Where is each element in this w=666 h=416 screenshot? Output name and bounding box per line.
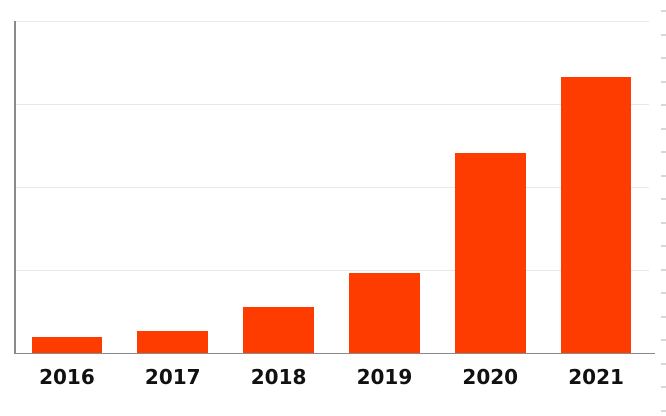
right-edge-tick — [661, 104, 666, 106]
x-axis-label: 2016 — [39, 365, 95, 389]
right-edge-tick — [661, 386, 666, 388]
right-edge-tick — [661, 198, 666, 200]
bar-2016 — [31, 337, 103, 353]
gridline — [14, 103, 649, 105]
bar-2021 — [560, 76, 632, 353]
bar-2019 — [349, 273, 420, 353]
right-edge-tick — [661, 268, 666, 271]
right-edge-tick — [661, 10, 666, 12]
right-edge-tick — [661, 339, 666, 341]
bar-2020 — [454, 152, 526, 353]
right-edge-tick — [661, 315, 666, 318]
x-axis-label: 2019 — [356, 365, 413, 389]
right-edge-tick — [661, 127, 666, 130]
right-edge-tick — [661, 80, 666, 83]
gridline — [14, 20, 649, 22]
bar-2017 — [137, 331, 209, 353]
right-edge-tick — [661, 151, 666, 153]
right-edge-tick — [661, 33, 666, 36]
right-edge-tick — [661, 362, 666, 365]
y-axis-line — [14, 21, 16, 353]
x-axis-line — [14, 352, 655, 354]
right-edge-tick — [661, 57, 666, 59]
gridline — [14, 186, 649, 188]
x-axis-label: 2021 — [568, 365, 624, 389]
right-edge-tick — [661, 221, 666, 224]
x-axis-label: 2020 — [462, 365, 519, 389]
bar-2018 — [243, 306, 314, 353]
x-axis-label: 2018 — [250, 365, 307, 389]
right-edge-tick — [661, 245, 666, 247]
right-edge-tick — [661, 409, 666, 412]
right-edge-tick — [661, 174, 666, 177]
gridline — [14, 269, 649, 271]
right-edge-tick — [661, 292, 666, 294]
plot-area — [14, 20, 649, 353]
x-axis-label: 2017 — [144, 365, 201, 389]
